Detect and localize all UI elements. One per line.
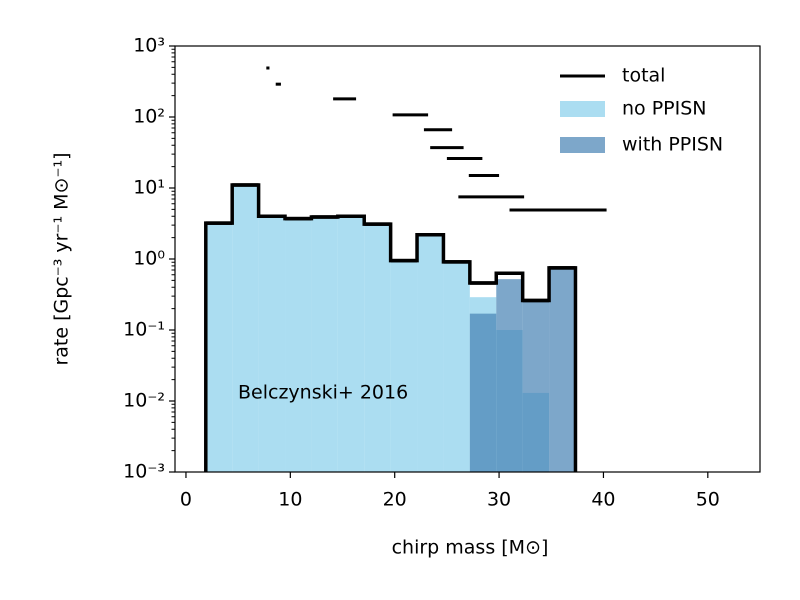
hist-bar bbox=[258, 216, 286, 472]
hist-bar bbox=[285, 218, 312, 472]
step-outline bbox=[204, 183, 578, 472]
hist-bar bbox=[496, 279, 523, 472]
x-tick-label: 20 bbox=[383, 489, 407, 511]
y-tick-label: 10² bbox=[133, 106, 165, 128]
y-tick-label: 10³ bbox=[133, 35, 165, 57]
hist-bar bbox=[232, 185, 259, 472]
x-tick-label: 0 bbox=[180, 489, 192, 511]
hist-bar bbox=[364, 224, 391, 472]
x-tick-label: 50 bbox=[696, 489, 720, 511]
annotation: Belczynski+ 2016 bbox=[238, 382, 408, 404]
legend-swatch bbox=[560, 101, 605, 117]
y-axis-label: rate [Gpc⁻³ yr⁻¹ M⊙⁻¹] bbox=[51, 152, 73, 365]
hist-bar bbox=[443, 261, 470, 472]
legend-label: total bbox=[622, 65, 665, 87]
hist-bar bbox=[337, 216, 365, 472]
x-tick-label: 10 bbox=[278, 489, 302, 511]
hist-bar bbox=[205, 223, 233, 472]
x-tick-label: 30 bbox=[487, 489, 511, 511]
y-tick-label: 10⁻³ bbox=[123, 461, 165, 483]
y-tick-label: 10¹ bbox=[133, 177, 165, 199]
legend-label: with PPISN bbox=[622, 134, 723, 156]
x-tick-label: 40 bbox=[591, 489, 615, 511]
hist-bar bbox=[417, 234, 444, 472]
y-tick-label: 10⁻² bbox=[123, 390, 165, 412]
legend-label: no PPISN bbox=[622, 98, 707, 120]
hist-bar bbox=[311, 217, 338, 472]
x-axis-label: chirp mass [M⊙] bbox=[392, 537, 549, 559]
hist-bar bbox=[390, 260, 418, 472]
y-tick-label: 10⁰ bbox=[133, 248, 165, 270]
hist-bar bbox=[549, 267, 576, 472]
y-tick-label: 10⁻¹ bbox=[123, 319, 165, 341]
hist-bar bbox=[522, 300, 550, 472]
legend-swatch bbox=[560, 137, 605, 153]
hist-bar bbox=[469, 313, 497, 472]
